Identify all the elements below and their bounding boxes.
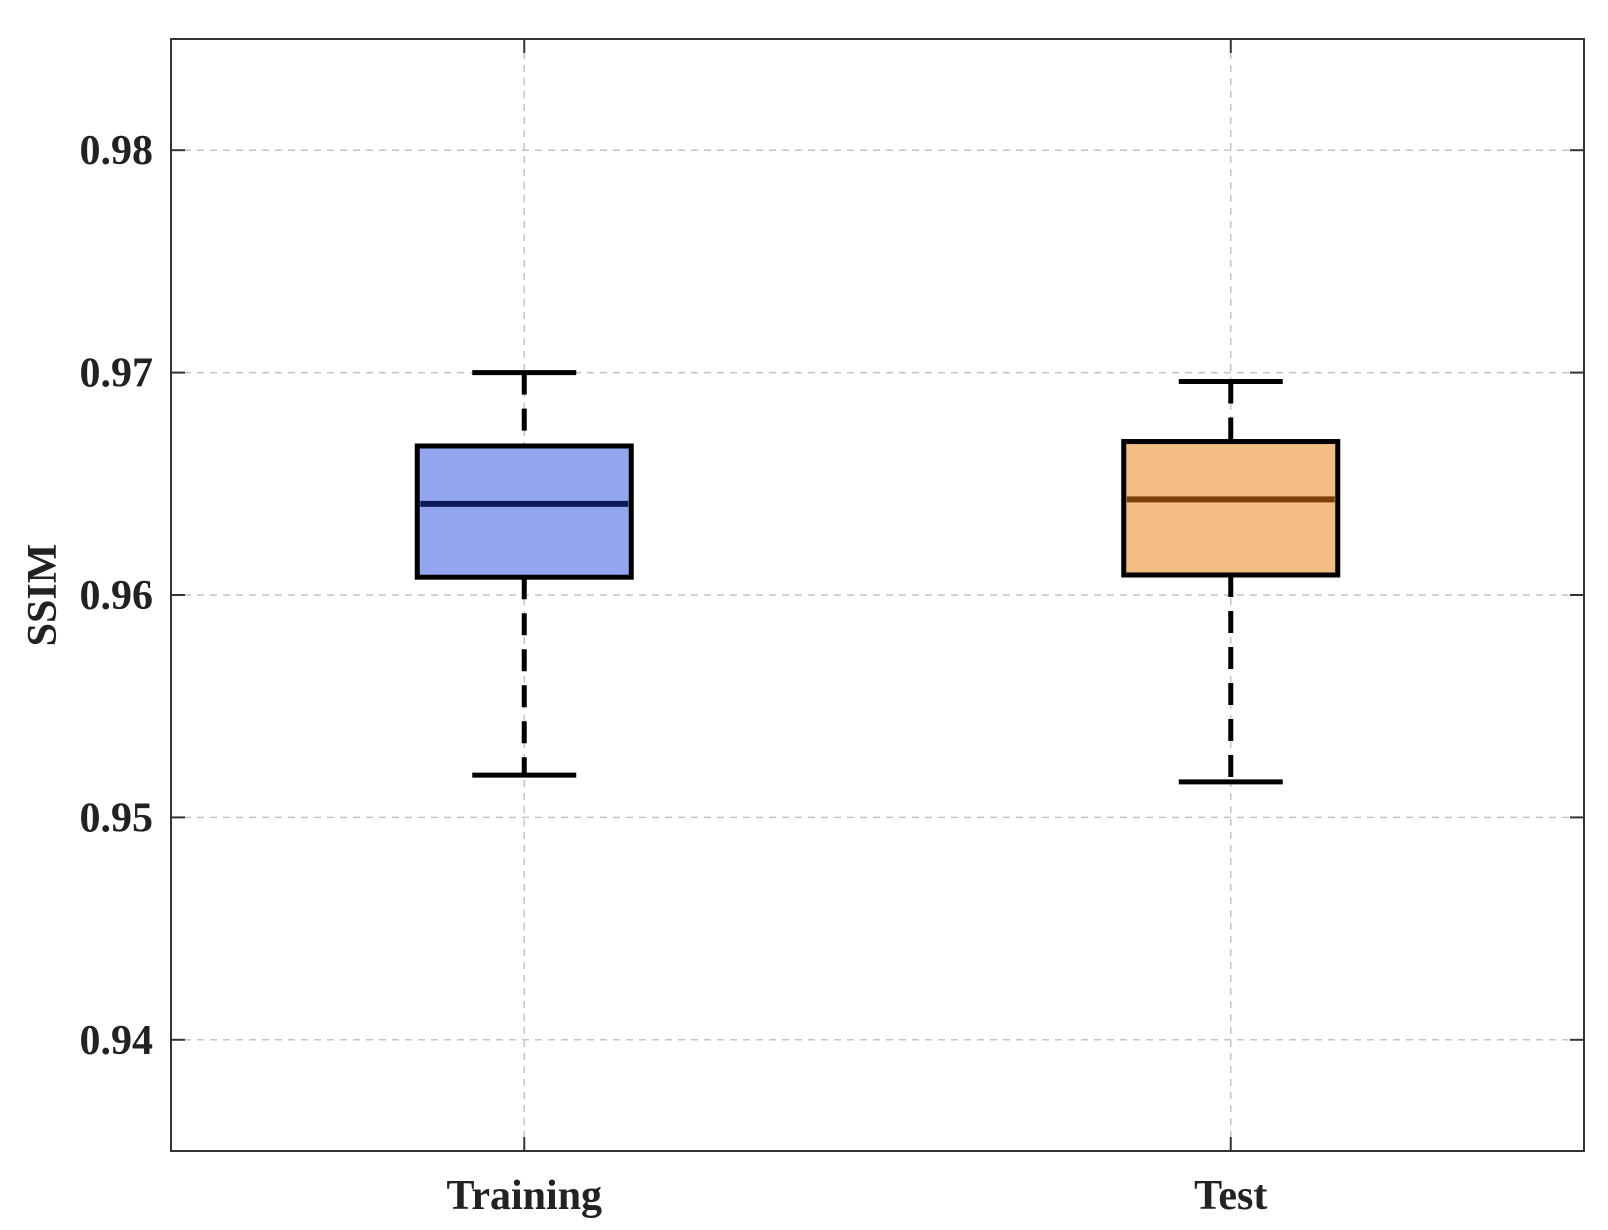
- y-tick-label: 0.97: [80, 351, 154, 397]
- x-tick-label: Training: [446, 1173, 602, 1219]
- y-tick-label: 0.98: [80, 128, 154, 174]
- box-iqr: [414, 443, 634, 580]
- axis-ticks: [171, 39, 1584, 1151]
- y-tick-label: 0.95: [80, 795, 154, 841]
- box-test: [1121, 378, 1341, 785]
- y-tick-label: 0.96: [80, 573, 154, 619]
- grid-lines: [171, 39, 1584, 1151]
- y-tick-label: 0.94: [80, 1018, 154, 1064]
- x-tick-label: Test: [1194, 1173, 1267, 1219]
- box-iqr: [1121, 439, 1341, 578]
- box-training: [414, 370, 634, 778]
- y-tick-labels: 0.94 0.95 0.96 0.97 0.98: [80, 128, 154, 1064]
- y-axis-label: SSIM: [20, 544, 66, 647]
- boxes: [414, 370, 1341, 785]
- x-tick-labels: Training Test: [446, 1173, 1267, 1219]
